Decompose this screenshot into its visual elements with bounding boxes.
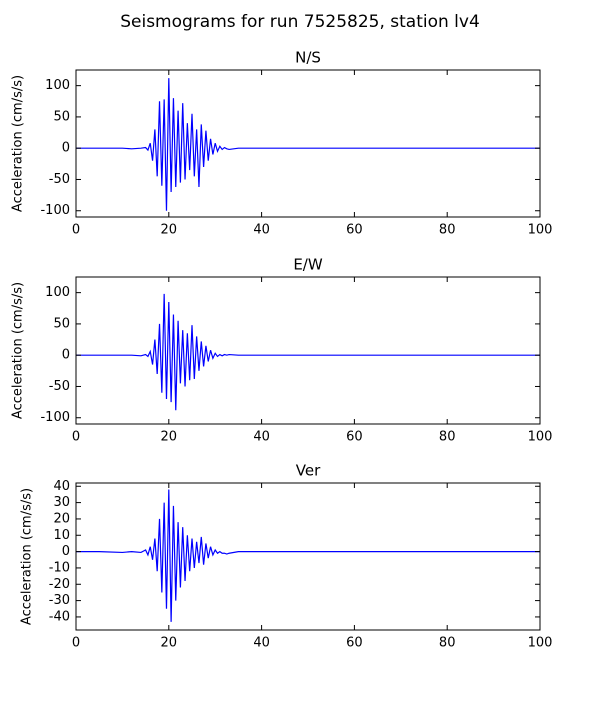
x-tick-label: 20 [161, 430, 178, 445]
x-tick-label: 0 [72, 430, 80, 445]
figure-title: Seismograms for run 7525825, station lv4 [120, 12, 480, 32]
x-tick-label: 80 [439, 223, 456, 238]
axes-frame [75, 276, 541, 425]
y-tick-label: 30 [53, 495, 70, 510]
subplot-title: N/S [295, 49, 321, 67]
y-tick-label: 0 [62, 348, 70, 363]
x-tick-label: 0 [72, 223, 80, 238]
x-tick-label: 100 [528, 223, 553, 238]
x-tick-label: 60 [346, 223, 363, 238]
y-tick-label: -100 [40, 410, 70, 425]
x-tick-label: 0 [72, 636, 80, 651]
x-tick-label: 100 [528, 636, 553, 651]
x-tick-label: 80 [439, 636, 456, 651]
y-tick-label: 50 [53, 109, 70, 124]
x-tick-label: 60 [346, 430, 363, 445]
subplot-title: Ver [296, 462, 321, 480]
y-tick-label: 20 [53, 511, 70, 526]
trace [76, 489, 540, 622]
x-tick-label: 20 [161, 223, 178, 238]
y-tick-label: 50 [53, 316, 70, 331]
y-tick-label: -20 [49, 577, 70, 592]
y-tick-label: -30 [49, 593, 70, 608]
y-tick-label: -10 [49, 560, 70, 575]
y-tick-label: 100 [45, 78, 70, 93]
y-tick-label: -50 [49, 379, 70, 394]
x-tick-label: 60 [346, 636, 363, 651]
y-tick-label: -100 [40, 203, 70, 218]
subplot-title: E/W [293, 256, 323, 274]
y-tick-label: -40 [49, 609, 70, 624]
x-tick-label: 40 [253, 430, 270, 445]
trace [76, 78, 540, 211]
x-tick-label: 40 [253, 223, 270, 238]
x-tick-label: 40 [253, 636, 270, 651]
x-tick-label: 100 [528, 430, 553, 445]
axes-frame [75, 482, 541, 631]
y-tick-label: 100 [45, 285, 70, 300]
axes-frame [75, 69, 541, 218]
y-axis-label: Acceleration (cm/s/s) [11, 75, 26, 212]
y-tick-label: -50 [49, 172, 70, 187]
y-axis-label: Acceleration (cm/s/s) [11, 282, 26, 419]
y-axis-label: Acceleration (cm/s/s) [20, 488, 35, 625]
y-tick-label: 40 [53, 479, 70, 494]
trace [76, 293, 540, 411]
y-tick-label: 0 [62, 544, 70, 559]
y-tick-label: 10 [53, 528, 70, 543]
y-tick-label: 0 [62, 141, 70, 156]
x-tick-label: 20 [161, 636, 178, 651]
x-tick-label: 80 [439, 430, 456, 445]
